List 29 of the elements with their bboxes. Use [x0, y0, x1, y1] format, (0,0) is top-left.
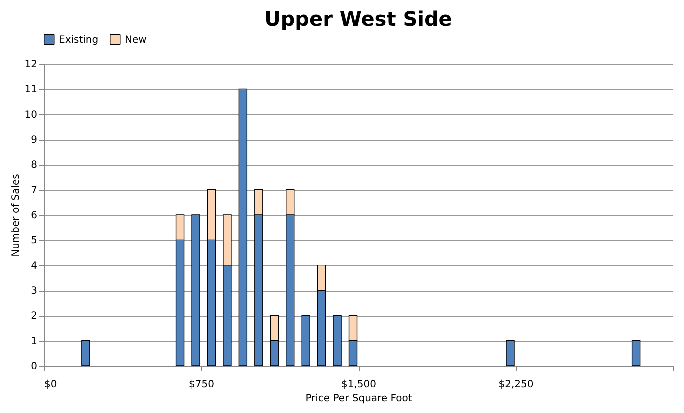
bar [506, 340, 515, 366]
bar [82, 340, 90, 366]
y-tick-label: 3 [31, 286, 38, 297]
y-tick-label: 0 [31, 362, 38, 372]
x-tick-label: $0 [44, 380, 58, 390]
y-tick-label: 6 [31, 210, 38, 222]
bar [192, 214, 200, 366]
y-tick-label: 1 [31, 336, 38, 348]
legend-label: New [125, 34, 147, 46]
y-axis-title: Number of Sales [10, 174, 22, 257]
x-tick-label: $2,250 [498, 380, 534, 390]
y-tick-label: 12 [24, 60, 38, 70]
bar [632, 340, 641, 366]
legend-label: Existing [59, 34, 99, 46]
bar [333, 315, 342, 366]
bar [302, 315, 310, 366]
y-tick-label: 10 [24, 110, 38, 121]
x-tick-label: $1,500 [342, 380, 376, 390]
y-tick-label: 8 [31, 160, 38, 172]
x-tick-label: $750 [189, 380, 214, 390]
y-tick-label: 2 [31, 311, 38, 322]
chart-title: Upper West Side [264, 7, 452, 31]
y-tick-label: 4 [31, 260, 38, 272]
y-tick-label: 11 [24, 84, 38, 96]
bar [238, 88, 248, 366]
y-tick-label: 7 [31, 185, 38, 196]
y-tick-label: 5 [31, 236, 38, 247]
y-tick-label: 9 [31, 135, 38, 146]
x-axis-title: Price Per Square Foot [306, 394, 412, 404]
